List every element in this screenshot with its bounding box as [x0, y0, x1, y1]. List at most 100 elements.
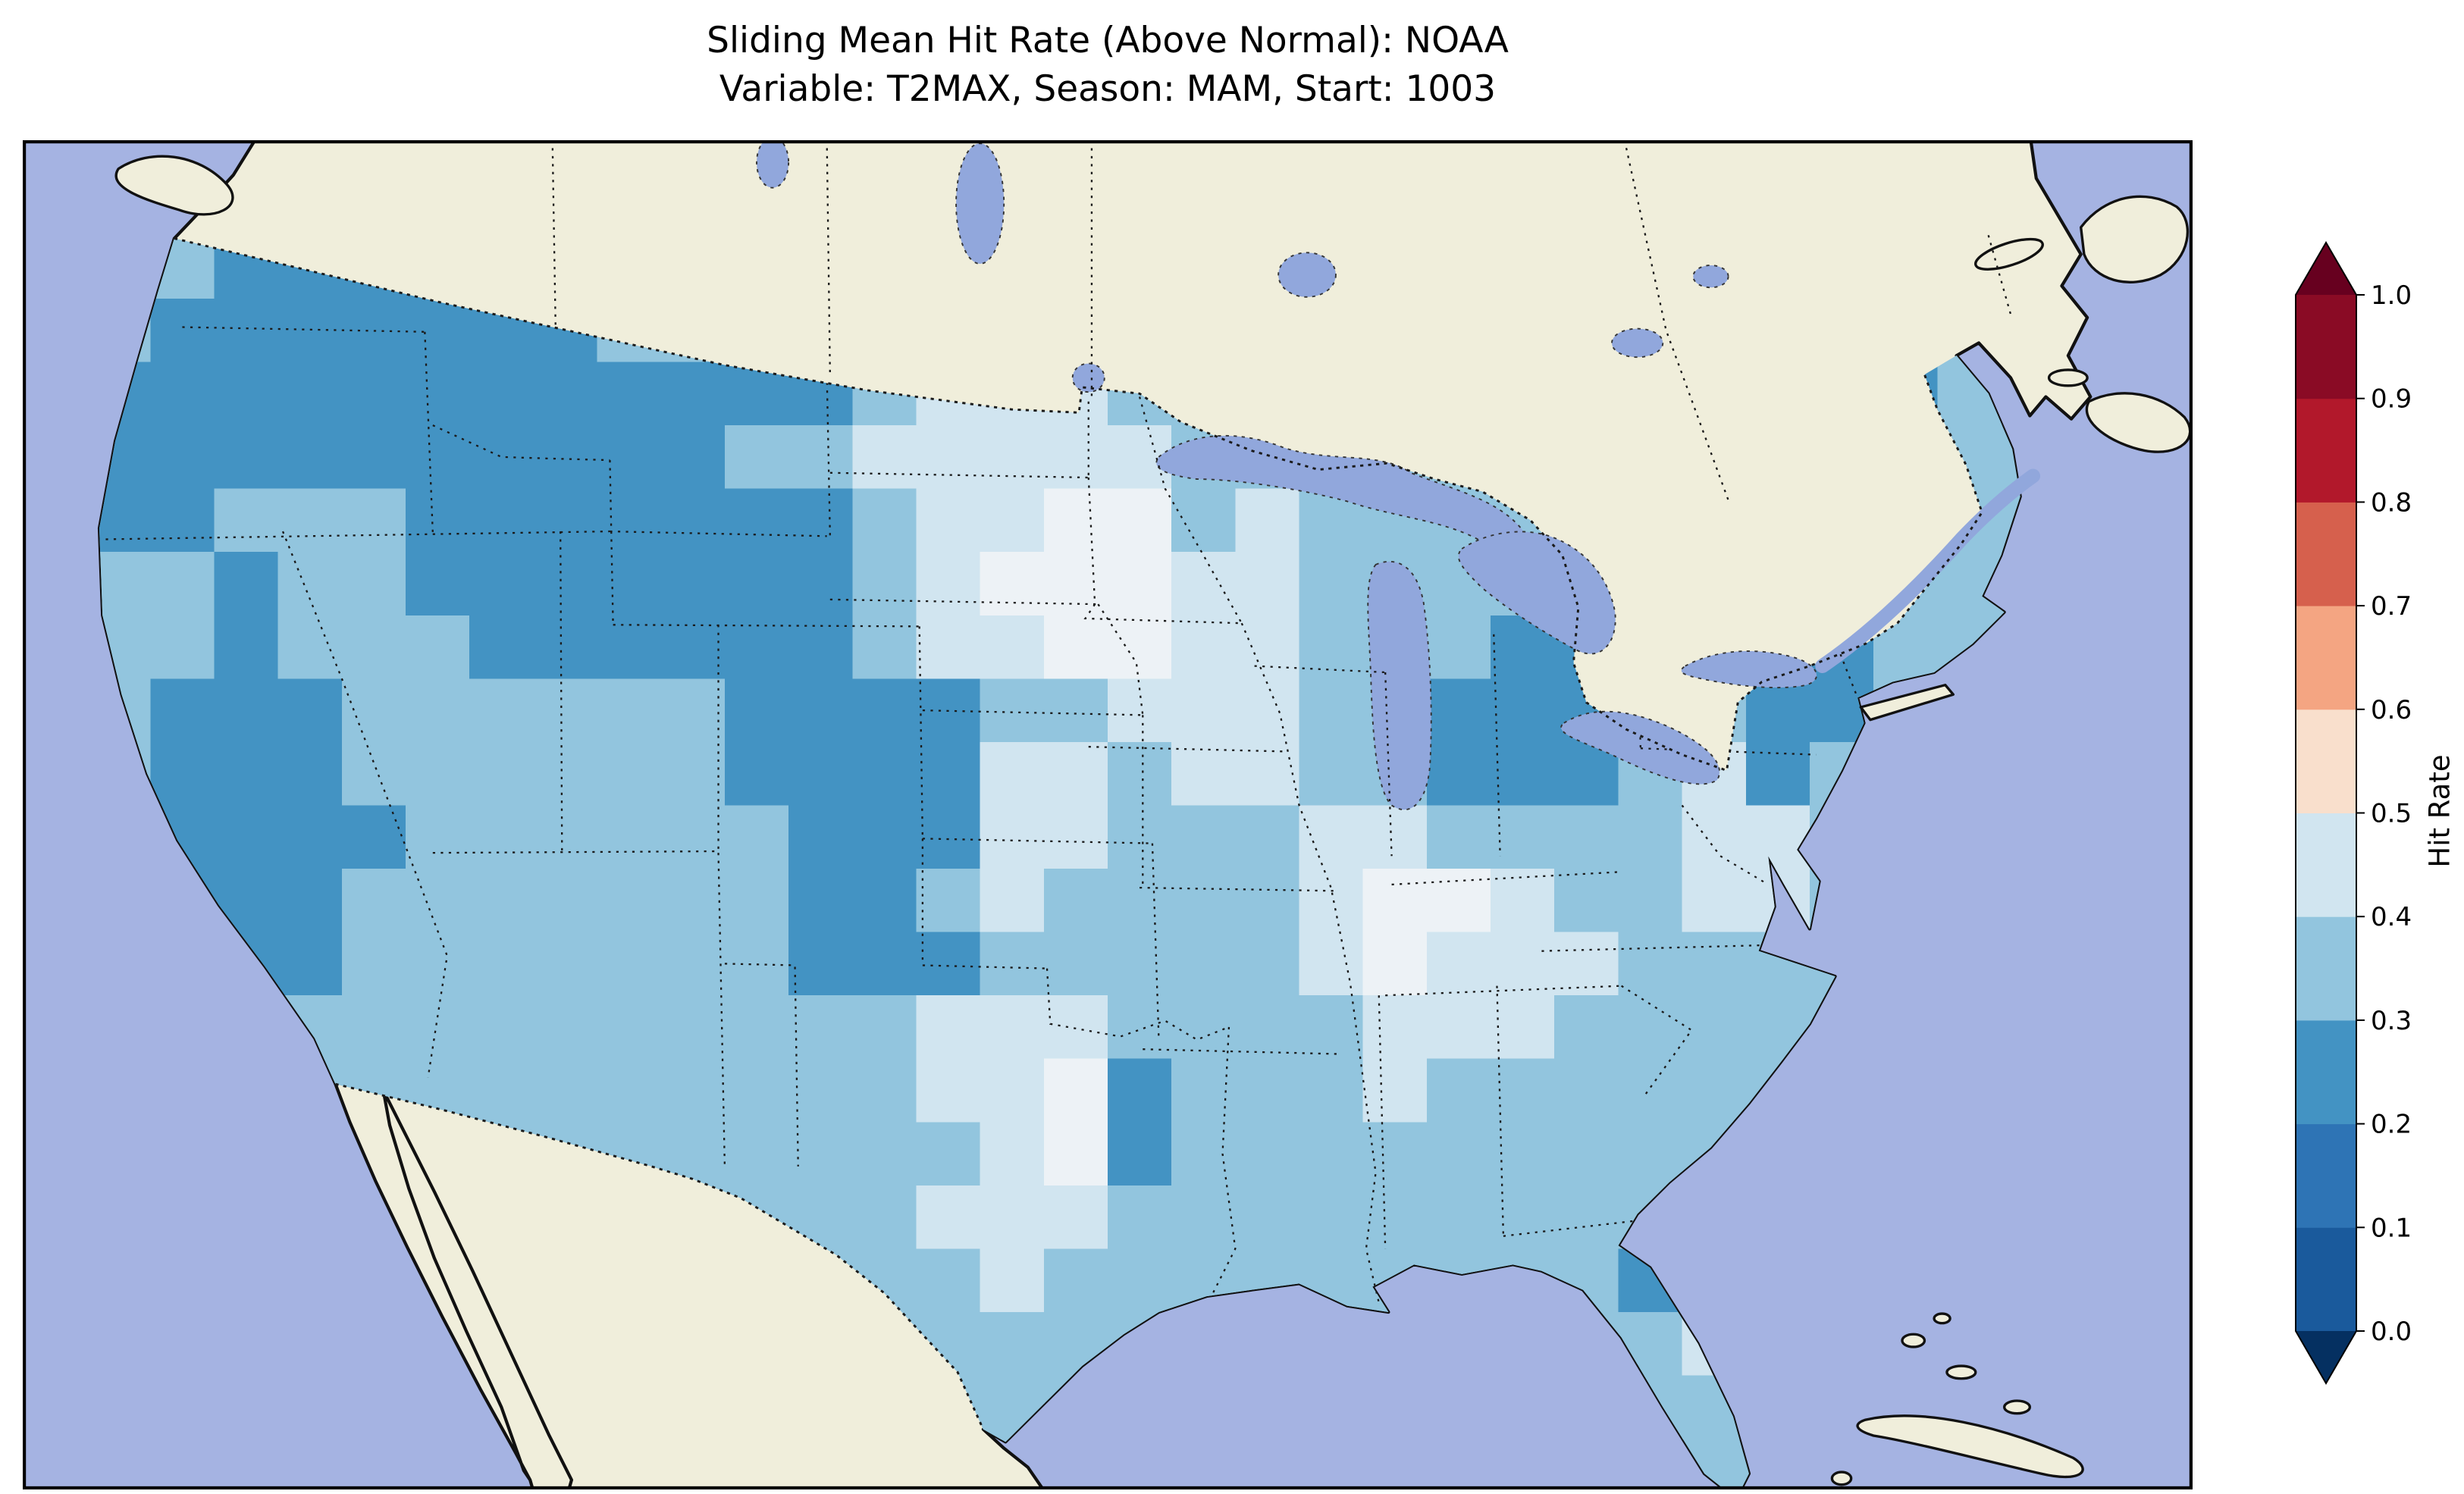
- hit-rate-cell: [980, 932, 1045, 997]
- colorbar-scale: 0.0 0.1 0.2 0.3 0.4 0.5 0.6 0.7 0.8 0.9 1.0: [2295, 241, 2412, 1385]
- hit-rate-cell: [1491, 995, 1556, 1060]
- hit-rate-cell: [406, 869, 471, 933]
- hit-rate-cell: [1235, 1122, 1300, 1187]
- hit-rate-cell: [1043, 552, 1109, 617]
- hit-rate-cell: [1618, 995, 1683, 1060]
- hit-rate-cell: [341, 425, 407, 490]
- hit-rate-cell: [1426, 932, 1492, 997]
- hit-rate-cell: [469, 741, 534, 807]
- hit-rate-cell: [406, 995, 471, 1060]
- hit-rate-cell: [1171, 869, 1237, 933]
- hit-rate-cell: [1043, 1122, 1109, 1187]
- hit-rate-cell: [1554, 869, 1619, 933]
- hit-rate-cell: [277, 741, 343, 807]
- hit-rate-cell: [1299, 1058, 1364, 1123]
- hit-rate-cell: [597, 805, 663, 870]
- hit-rate-cell: [533, 362, 598, 427]
- hit-rate-cell: [341, 615, 407, 680]
- hit-rate-cell: [99, 488, 152, 553]
- hit-rate-cell: [533, 552, 598, 617]
- hit-rate-cell: [597, 995, 663, 1060]
- hit-rate-cell: [980, 869, 1045, 933]
- hit-rate-cell: [1043, 995, 1109, 1060]
- hit-rate-cell: [1108, 869, 1173, 933]
- colorbar-tick-label: 1.0: [2371, 280, 2412, 311]
- hit-rate-cell: [469, 488, 534, 553]
- hit-rate-cell: [1491, 1122, 1556, 1187]
- hit-rate-cell: [980, 615, 1045, 680]
- hit-rate-cell: [1171, 1122, 1237, 1187]
- hit-rate-cell: [916, 932, 981, 997]
- hit-rate-cell: [788, 552, 854, 617]
- hit-rate-cell: [1618, 805, 1683, 870]
- hit-rate-cell: [980, 1122, 1045, 1187]
- hit-rate-cell: [1491, 932, 1556, 997]
- hit-rate-cell: [533, 425, 598, 490]
- hit-rate-cell: [99, 552, 152, 617]
- hit-rate-cell: [1491, 741, 1556, 807]
- hit-rate-cell: [660, 1058, 726, 1123]
- hit-rate-cell: [660, 678, 726, 744]
- hit-rate-cell: [533, 615, 598, 680]
- hit-rate-cell: [724, 805, 790, 870]
- hit-rate-cell: [277, 425, 343, 490]
- hit-rate-cell: [1108, 995, 1173, 1060]
- hit-rate-cell: [852, 995, 917, 1060]
- hit-rate-cell: [597, 552, 663, 617]
- hit-rate-cell: [724, 1058, 790, 1123]
- vancouver-island-icon: [114, 155, 234, 216]
- hit-rate-cell: [1554, 805, 1619, 870]
- hit-rate-cell: [406, 362, 471, 427]
- hit-rate-cell: [660, 995, 726, 1060]
- hit-rate-cell: [1491, 805, 1556, 870]
- hit-rate-cell: [469, 1058, 534, 1123]
- hit-rate-cell: [341, 932, 407, 997]
- hit-rate-cell: [788, 1058, 854, 1123]
- hit-rate-cell: [1745, 741, 1811, 807]
- hit-rate-cell: [1745, 805, 1811, 870]
- anticosti-island-icon: [1974, 237, 2044, 271]
- hit-rate-cell: [1299, 615, 1364, 680]
- hit-rate-cell: [1043, 425, 1109, 490]
- hit-rate-cell: [277, 678, 343, 744]
- colorbar-tick-label: 0.5: [2371, 799, 2412, 829]
- hit-rate-cell: [277, 932, 343, 997]
- hit-rate-cell: [916, 1058, 981, 1123]
- hit-rate-cell: [1171, 1185, 1237, 1250]
- hit-rate-cell: [1426, 1122, 1492, 1187]
- hit-rate-cell: [214, 678, 279, 744]
- colorbar-segment: [2296, 709, 2356, 813]
- bahamas-island-icon: [1933, 1312, 1951, 1325]
- hit-rate-cell: [1171, 805, 1237, 870]
- hit-rate-cell: [1299, 1122, 1364, 1187]
- hit-rate-cell: [1618, 1058, 1683, 1123]
- hit-rate-cell: [660, 425, 726, 490]
- hit-rate-cell: [341, 995, 407, 1060]
- colorbar-segment: [2296, 813, 2356, 917]
- hit-rate-cell: [277, 298, 343, 363]
- hit-rate-cell: [1554, 932, 1619, 997]
- hit-rate-cell: [1171, 552, 1237, 617]
- prince-edward-island-icon: [2047, 368, 2089, 387]
- hit-rate-cell: [469, 678, 534, 744]
- hit-rate-cell: [469, 995, 534, 1060]
- colorbar-segment: [2296, 916, 2356, 1021]
- canada-lake-icon: [1611, 327, 1664, 359]
- hit-rate-cell: [916, 488, 981, 553]
- hit-rate-cell: [788, 678, 854, 744]
- lake-of-the-woods-icon: [1071, 362, 1105, 393]
- lake-ontario-icon: [1680, 650, 1817, 689]
- hit-rate-cell: [916, 552, 981, 617]
- hit-rate-cell: [1554, 1185, 1619, 1250]
- hit-rate-cell: [1362, 805, 1428, 870]
- hit-rate-cell: [214, 615, 279, 680]
- hit-rate-cell: [150, 488, 215, 553]
- hit-rate-cell: [788, 869, 854, 933]
- hit-rate-cell: [852, 425, 917, 490]
- hit-rate-cell: [1426, 1185, 1492, 1250]
- hit-rate-cell: [1554, 995, 1619, 1060]
- hit-rate-cell: [1362, 1122, 1428, 1187]
- hit-rate-cell: [980, 425, 1045, 490]
- great-lakes: [756, 140, 1817, 810]
